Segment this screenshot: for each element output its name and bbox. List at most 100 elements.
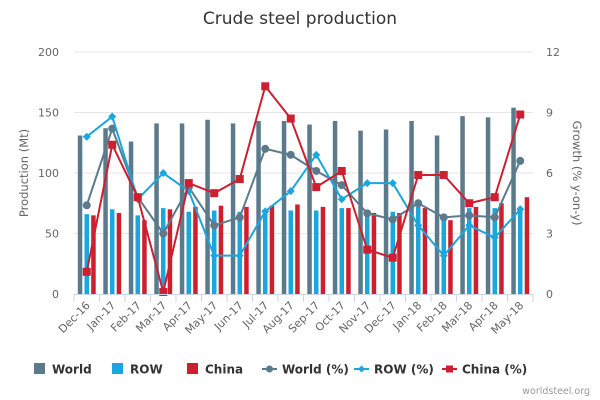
bar-row[interactable] [161, 208, 166, 294]
point-china[interactable] [414, 171, 423, 180]
point-china[interactable] [286, 114, 295, 123]
legend-item-china[interactable]: China [187, 363, 243, 377]
point-row[interactable] [210, 251, 219, 260]
point-row[interactable] [312, 150, 321, 159]
bar-china[interactable] [346, 208, 351, 294]
legend-item-world[interactable]: World [34, 363, 92, 377]
bar-row[interactable] [518, 206, 523, 294]
bar-world[interactable] [128, 141, 134, 294]
bar-china[interactable] [397, 212, 402, 294]
point-china[interactable] [261, 82, 270, 91]
bar-row[interactable] [84, 214, 90, 294]
legend-item-world[interactable]: World (%) [262, 363, 349, 377]
bar-china[interactable] [167, 209, 173, 294]
point-china[interactable] [210, 189, 219, 198]
bar-world[interactable] [485, 117, 491, 294]
bar-row[interactable] [339, 208, 345, 294]
point-world[interactable] [261, 144, 270, 153]
point-world[interactable] [159, 229, 168, 238]
bar-row[interactable] [492, 208, 498, 294]
bar-china[interactable] [269, 205, 275, 294]
point-world[interactable] [465, 211, 474, 220]
bar-row[interactable] [288, 210, 294, 294]
bar-china[interactable] [371, 212, 377, 294]
bar-row[interactable] [467, 208, 472, 294]
bar-china[interactable] [320, 206, 326, 294]
point-china[interactable] [337, 166, 346, 175]
point-china[interactable] [465, 199, 474, 208]
point-china[interactable] [312, 183, 321, 192]
bar-row[interactable] [263, 210, 268, 294]
bar-china[interactable] [218, 205, 224, 294]
bar-row[interactable] [416, 206, 421, 294]
point-china[interactable] [108, 140, 117, 149]
bar-china[interactable] [91, 215, 96, 294]
point-world[interactable] [108, 124, 117, 133]
bar-row[interactable] [314, 210, 319, 294]
bar-world[interactable] [154, 123, 159, 294]
point-world[interactable] [388, 215, 397, 224]
point-row[interactable] [439, 251, 448, 260]
point-china[interactable] [159, 287, 168, 296]
bar-china[interactable] [448, 220, 453, 294]
point-china[interactable] [388, 253, 397, 262]
point-row[interactable] [363, 179, 372, 188]
point-world[interactable] [235, 213, 244, 222]
bar-world[interactable] [281, 120, 287, 294]
bar-world[interactable] [383, 129, 389, 294]
point-row[interactable] [108, 112, 117, 121]
bar-china[interactable] [142, 220, 147, 294]
point-world[interactable] [82, 201, 91, 210]
bar-china[interactable] [193, 206, 198, 294]
point-row[interactable] [261, 207, 270, 216]
point-world[interactable] [490, 213, 499, 222]
point-row[interactable] [82, 132, 91, 141]
bar-world[interactable] [307, 124, 312, 294]
bar-world[interactable] [511, 107, 516, 294]
bar-world[interactable] [256, 120, 261, 294]
point-row[interactable] [465, 221, 474, 230]
bar-china[interactable] [524, 197, 530, 294]
legend-item-row[interactable]: ROW (%) [354, 363, 434, 377]
bar-china[interactable] [295, 204, 300, 294]
legend-item-china[interactable]: China (%) [442, 363, 527, 377]
point-row[interactable] [286, 187, 295, 196]
bar-world[interactable] [460, 116, 465, 294]
bar-china[interactable] [422, 208, 428, 294]
bar-china[interactable] [244, 206, 249, 294]
bar-world[interactable] [77, 135, 83, 294]
point-china[interactable] [235, 175, 244, 184]
point-row[interactable] [159, 169, 168, 177]
point-china[interactable] [439, 171, 448, 180]
point-world[interactable] [337, 181, 346, 190]
bar-world[interactable] [358, 130, 363, 294]
point-world[interactable] [210, 221, 219, 230]
credit-text[interactable]: worldsteel.org [522, 386, 590, 397]
point-world[interactable] [363, 209, 372, 218]
point-row[interactable] [516, 205, 525, 214]
bar-china[interactable] [499, 203, 504, 294]
point-world[interactable] [516, 156, 525, 165]
point-world[interactable] [312, 166, 321, 175]
bar-china[interactable] [473, 206, 479, 294]
point-row[interactable] [235, 251, 244, 260]
point-china[interactable] [82, 267, 91, 276]
point-china[interactable] [490, 193, 499, 202]
bar-world[interactable] [230, 123, 236, 294]
bar-china[interactable] [116, 212, 122, 294]
point-world[interactable] [286, 150, 295, 159]
bar-world[interactable] [332, 120, 338, 294]
bar-world[interactable] [103, 128, 108, 294]
legend-item-row[interactable]: ROW [112, 363, 163, 377]
point-china[interactable] [516, 110, 525, 119]
point-world[interactable] [414, 199, 423, 208]
point-row[interactable] [490, 233, 499, 242]
point-row[interactable] [414, 221, 423, 230]
point-china[interactable] [133, 193, 142, 202]
point-world[interactable] [439, 213, 448, 222]
bar-row[interactable] [186, 211, 192, 294]
point-china[interactable] [184, 179, 193, 188]
bar-world[interactable] [205, 119, 210, 294]
point-china[interactable] [363, 245, 372, 254]
point-row[interactable] [388, 179, 397, 188]
